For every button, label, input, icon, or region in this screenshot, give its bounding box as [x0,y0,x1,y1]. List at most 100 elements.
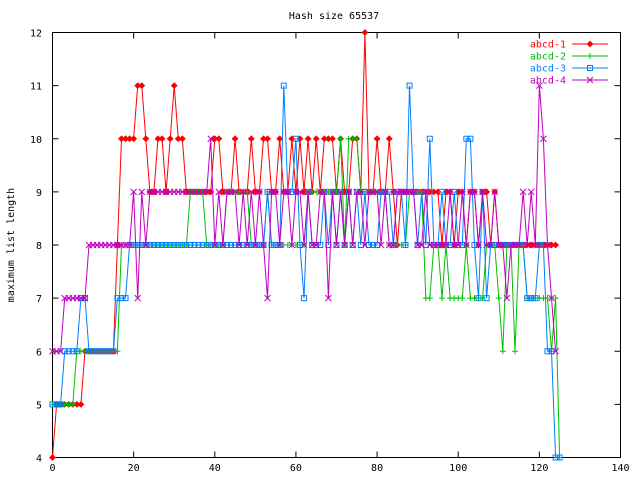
data-point [410,188,417,196]
data-point [329,188,336,196]
data-point [86,348,93,355]
data-point [536,242,543,248]
data-point [357,242,364,248]
data-point [284,188,292,196]
data-point [370,242,377,248]
y-tick-label: 11 [30,82,42,93]
data-point [122,295,129,302]
data-point [256,188,263,196]
x-tick-label: 140 [611,463,629,474]
data-point [138,82,146,90]
data-point [499,348,506,355]
data-point [219,241,227,249]
data-point [523,241,531,249]
data-point [65,348,72,355]
data-point [126,241,133,249]
data-point [531,241,539,249]
data-point [548,348,555,355]
data-point [256,242,263,248]
y-tick-label: 4 [36,454,42,465]
data-point [235,241,243,249]
x-tick-label: 0 [49,463,55,474]
data-point [373,135,381,143]
data-point [264,294,271,302]
data-point [90,348,97,355]
data-point [215,242,222,248]
data-point [118,295,125,302]
y-tick-label: 12 [30,29,42,40]
data-point [406,82,413,89]
data-point [438,295,445,302]
data-point [471,242,478,248]
data-point [503,242,510,248]
data-point [163,242,170,248]
data-point [272,242,279,248]
data-point [69,348,76,355]
data-point [548,294,555,302]
data-point [556,454,563,461]
legend-label: abcd-1 [530,40,566,51]
data-point [244,188,251,195]
data-point [532,295,539,302]
data-point [130,135,138,143]
data-point [296,188,304,196]
data-point [312,241,320,249]
data-point [512,348,519,355]
data-point [73,348,80,355]
data-point [361,29,369,36]
data-point [171,242,178,248]
legend-marker [587,65,593,71]
data-point [536,82,543,89]
data-point [487,241,495,249]
data-point [381,188,389,196]
legend-label: abcd-4 [530,76,566,87]
data-point [81,294,89,302]
data-point [418,188,425,195]
data-point [462,241,470,249]
data-point [240,242,247,248]
data-point [247,135,255,143]
data-point [199,242,206,248]
data-point [491,242,498,248]
series-line [52,85,557,352]
data-point [447,242,454,248]
data-point [150,242,157,248]
data-point [304,188,312,196]
data-point [389,241,397,249]
data-point [454,241,462,249]
data-point [386,188,393,195]
data-point [471,188,478,196]
data-point [377,241,385,249]
data-point [451,188,458,195]
data-point [207,242,214,248]
data-point [491,188,499,196]
data-point [479,188,486,196]
legend-label: abcd-2 [530,52,566,63]
y-tick-label: 10 [30,135,42,146]
data-point [333,241,340,249]
data-point [499,241,507,249]
data-point [138,188,146,196]
data-point [130,188,137,196]
data-point [191,242,198,248]
data-point [264,135,271,143]
series-line [52,85,560,458]
data-point [353,135,360,142]
data-point [524,295,531,302]
data-point [422,242,429,248]
data-point [317,242,324,248]
x-tick-label: 100 [449,463,467,474]
data-point [552,241,560,249]
data-point [446,188,454,196]
data-point [300,241,308,249]
data-point [442,241,450,249]
data-point [288,188,295,195]
data-point [57,347,64,355]
data-point [426,135,433,142]
data-point [203,188,211,196]
data-point [385,135,393,143]
y-tick-label: 5 [36,400,42,411]
data-point [459,242,466,248]
data-point [179,242,186,248]
